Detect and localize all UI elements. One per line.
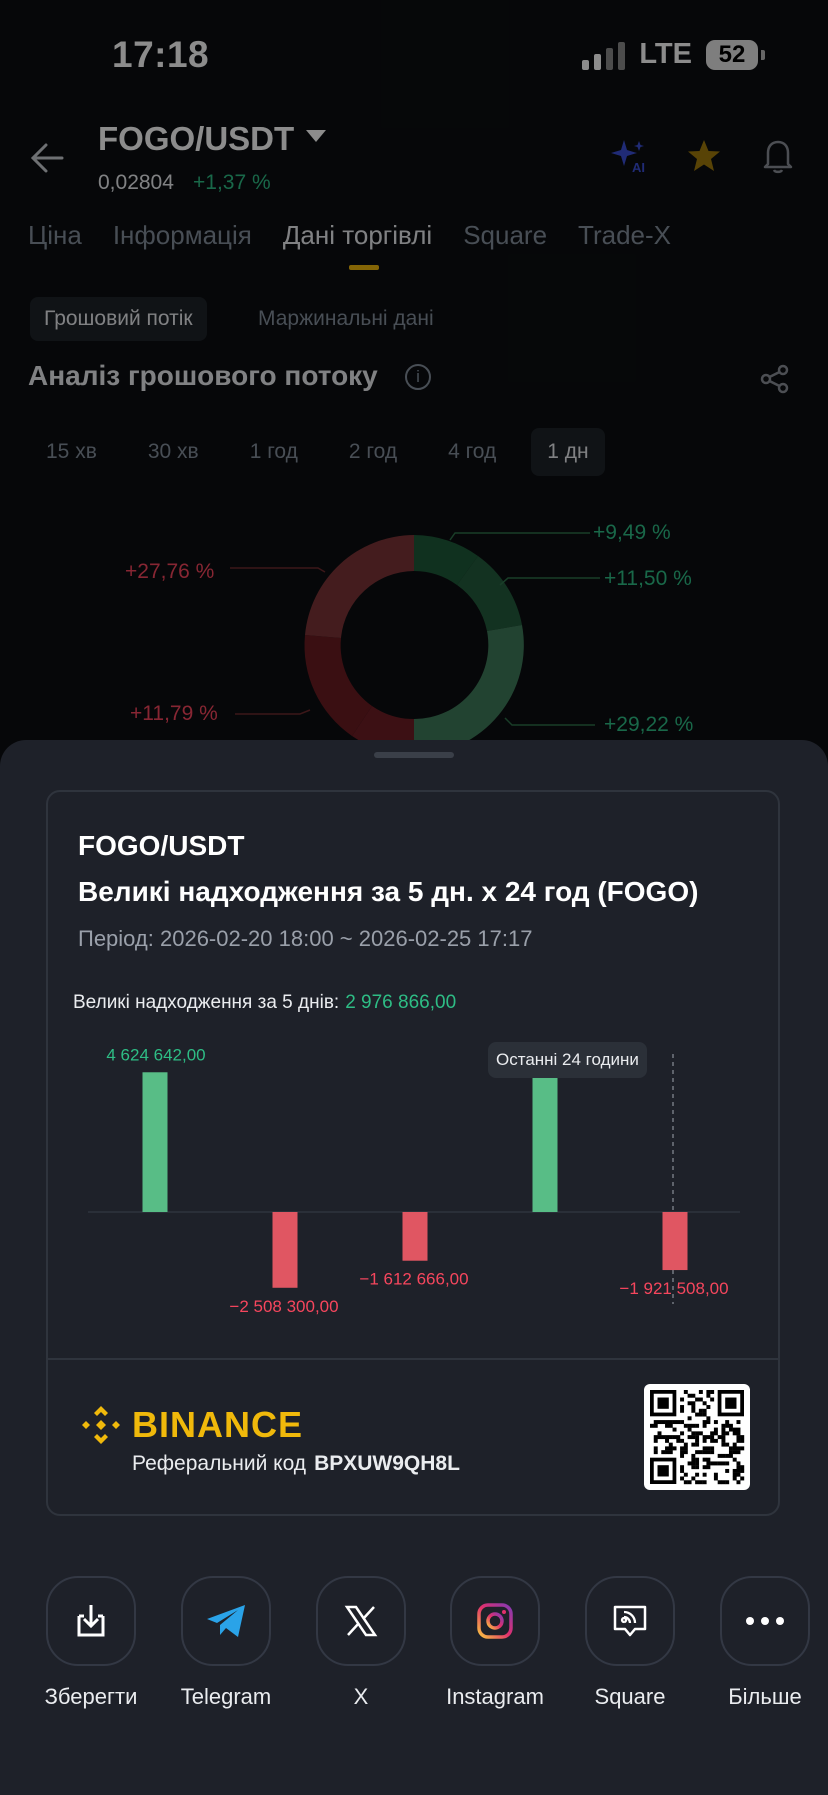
bar-label-1: 4 624 642,00 <box>106 1045 205 1064</box>
status-time: 17:18 <box>112 34 210 75</box>
share-more[interactable]: Більше <box>698 1576 828 1710</box>
bar-label-3: −1 612 666,00 <box>359 1270 468 1289</box>
donut-chart <box>230 532 600 756</box>
share-save[interactable]: Зберегти <box>24 1576 158 1710</box>
bar-label-5: −1 921 508,00 <box>619 1279 728 1298</box>
bar-3 <box>402 1212 428 1261</box>
signal-icon <box>582 40 626 70</box>
share-telegram-label: Telegram <box>180 1684 272 1709</box>
battery-icon: 52 <box>706 39 765 70</box>
share-save-label: Зберегти <box>44 1684 138 1709</box>
subtab-money-flow[interactable]: Грошовий потік <box>30 297 207 341</box>
subtab-margin-data[interactable]: Маржинальні дані <box>258 307 434 330</box>
favorite-star-icon[interactable] <box>684 136 724 176</box>
card-total: Великі надходження за 5 днів: 2 976 866,0… <box>73 992 456 1014</box>
referral-code: BPXUW9QH8L <box>314 1452 460 1475</box>
donut-label-4: +27,76 % <box>125 560 215 583</box>
info-icon[interactable]: i <box>405 364 431 390</box>
svg-text:AI: AI <box>632 160 645 174</box>
donut-label-5: +11,79 % <box>130 702 218 725</box>
tab-trade-x[interactable]: Trade-X <box>578 220 672 250</box>
card-title: Великі надходження за 5 дн. x 24 год (FO… <box>78 876 699 907</box>
donut-segment-green-3 <box>414 625 524 755</box>
share-card: FOGO/USDT Великі надходження за 5 дн. x … <box>46 790 780 1516</box>
card-divider <box>48 1358 778 1360</box>
bell-icon[interactable] <box>758 136 798 176</box>
referral: Реферальний код BPXUW9QH8L <box>132 1452 460 1476</box>
referral-label: Реферальний код <box>132 1452 307 1475</box>
share-x[interactable]: X <box>294 1576 428 1710</box>
binance-logo: BINANCE <box>78 1402 303 1448</box>
bar-2 <box>272 1212 298 1288</box>
pair-title[interactable]: FOGO/USDT <box>98 120 295 157</box>
share-sheet: FOGO/USDT Великі надходження за 5 дн. x … <box>0 740 828 1795</box>
sheet-grabber[interactable] <box>374 752 454 758</box>
inflow-bar-chart: 4 624 642,00 −2 508 300,00 −1 612 666,00 −1… <box>88 1045 740 1316</box>
more-icon[interactable] <box>720 1576 810 1666</box>
donut-segment-green-1 <box>414 535 478 585</box>
tab-price[interactable]: Ціна <box>28 220 82 250</box>
tab-square[interactable]: Square <box>463 220 548 250</box>
period-4h[interactable]: 4 год <box>448 440 497 463</box>
tooltip-last-24h: Останні 24 години <box>488 1042 647 1078</box>
donut-segment-red-2 <box>304 635 372 736</box>
donut-label-3: +29,22 % <box>604 713 694 736</box>
tab-trading-data[interactable]: Дані торгівлі <box>282 220 433 250</box>
network-label: LTE <box>639 38 692 70</box>
period-2h[interactable]: 2 год <box>348 440 398 463</box>
period-15m[interactable]: 15 хв <box>46 440 97 463</box>
period-1d[interactable]: 1 дн <box>531 428 605 476</box>
period-1h[interactable]: 1 год <box>249 440 298 463</box>
period-30m[interactable]: 30 хв <box>147 440 199 463</box>
card-period: Період: 2026-02-20 18:00 ~ 2026-02-25 17… <box>78 926 533 951</box>
ai-sparkle-icon[interactable]: AI <box>610 136 650 176</box>
card-pair: FOGO/USDT <box>78 830 245 861</box>
main-tabs: Ціна Інформація Дані торгівлі Square Tra… <box>28 220 671 251</box>
share-square-label: Square <box>594 1684 666 1709</box>
share-instagram[interactable]: Instagram <box>428 1576 562 1710</box>
share-more-label: Більше <box>728 1684 802 1709</box>
qr-code <box>644 1384 750 1490</box>
brand-name: BINANCE <box>132 1404 304 1445</box>
status-indicators: LTE 52 <box>582 38 765 71</box>
header-actions: AI <box>610 136 798 176</box>
bar-5 <box>662 1212 688 1271</box>
download-icon[interactable] <box>46 1576 136 1666</box>
donut-label-1: +9,49 % <box>593 521 671 544</box>
donut-segment-green-2 <box>457 556 522 631</box>
share-square[interactable]: Square <box>563 1576 697 1710</box>
binance-mark-icon <box>82 1406 120 1444</box>
period-selector: 15 хв 30 хв 1 год 2 год 4 год 1 дн <box>30 428 624 476</box>
x-icon[interactable] <box>316 1576 406 1666</box>
square-chat-icon[interactable] <box>585 1576 675 1666</box>
share-x-label: X <box>353 1684 369 1709</box>
share-telegram[interactable]: Telegram <box>159 1576 293 1710</box>
bar-1 <box>142 1072 168 1212</box>
donut-label-2: +11,50 % <box>604 567 692 590</box>
tab-info[interactable]: Інформація <box>112 220 252 250</box>
bar-4 <box>532 1076 558 1212</box>
total-label: Великі надходження за 5 днів: <box>73 992 340 1013</box>
bar-label-2: −2 508 300,00 <box>229 1297 338 1316</box>
share-instagram-label: Instagram <box>446 1684 544 1709</box>
caret-down-icon[interactable] <box>306 130 326 142</box>
active-tab-indicator <box>349 265 379 270</box>
back-arrow-icon[interactable] <box>30 138 64 183</box>
telegram-icon[interactable] <box>181 1576 271 1666</box>
share-icon[interactable] <box>760 364 790 399</box>
instagram-icon[interactable] <box>450 1576 540 1666</box>
total-value: 2 976 866,00 <box>345 992 457 1013</box>
last-price: 0,02804 <box>98 171 174 194</box>
donut-segment-red-3 <box>305 535 414 638</box>
price-change: +1,37 % <box>193 171 271 194</box>
section-title: Аналіз грошового потоку <box>28 360 378 391</box>
